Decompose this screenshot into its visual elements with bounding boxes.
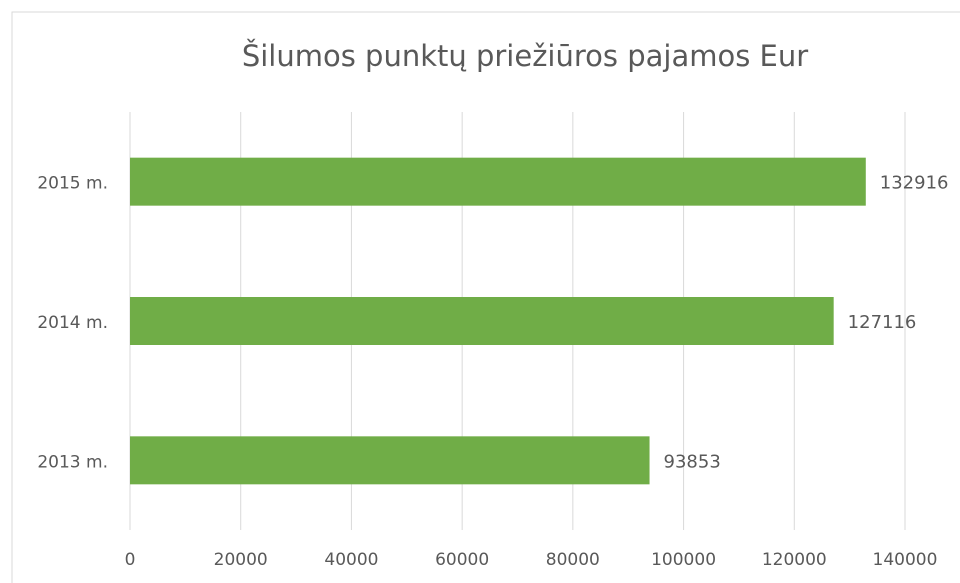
- x-tick-label: 20000: [214, 550, 268, 570]
- data-label: 132916: [880, 173, 949, 194]
- y-tick-label: 2014 m.: [37, 313, 108, 333]
- bar: [130, 436, 650, 485]
- x-tick-label: 140000: [873, 550, 938, 570]
- y-tick-label: 2013 m.: [37, 452, 108, 472]
- x-tick-label: 120000: [762, 550, 827, 570]
- bar: [130, 157, 866, 206]
- chart-frame: [11, 11, 960, 583]
- x-tick-label: 60000: [435, 550, 489, 570]
- x-tick-label: 100000: [651, 550, 716, 570]
- data-label: 127116: [848, 312, 917, 333]
- x-tick-label: 40000: [324, 550, 378, 570]
- y-tick-label: 2015 m.: [37, 174, 108, 194]
- bar: [130, 297, 834, 345]
- chart-title: Šilumos punktų priežiūros pajamos Eur: [242, 39, 808, 73]
- x-tick-label: 80000: [546, 550, 600, 570]
- data-label: 93853: [664, 451, 721, 472]
- x-tick-label: 0: [125, 550, 136, 570]
